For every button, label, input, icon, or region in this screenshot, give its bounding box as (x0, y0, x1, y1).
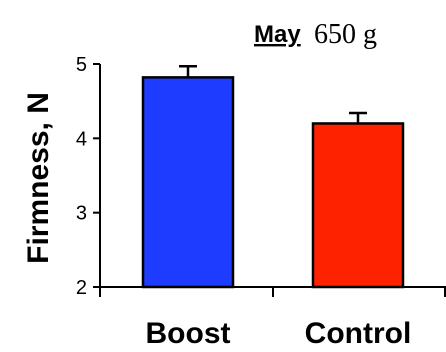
x-category-label-control: Control (305, 317, 412, 350)
y-tick-label: 3 (76, 203, 87, 225)
x-ticks (99, 287, 446, 297)
chart-title-sub: 650 g (314, 19, 377, 50)
y-ticks: 2 3 4 5 (76, 54, 100, 299)
y-tick-label: 4 (76, 128, 87, 150)
bar-control (311, 122, 405, 289)
bar-boost (141, 76, 235, 289)
bars (141, 76, 405, 289)
error-bars (179, 64, 367, 124)
x-category-label-boost: Boost (146, 317, 231, 350)
chart-title-main: May (254, 21, 301, 48)
y-axis-label: Firmness, N (22, 92, 55, 264)
x-category-labels: Boost Control (146, 317, 412, 350)
y-tick-label: 5 (76, 54, 87, 76)
y-tick-label: 2 (76, 277, 87, 299)
